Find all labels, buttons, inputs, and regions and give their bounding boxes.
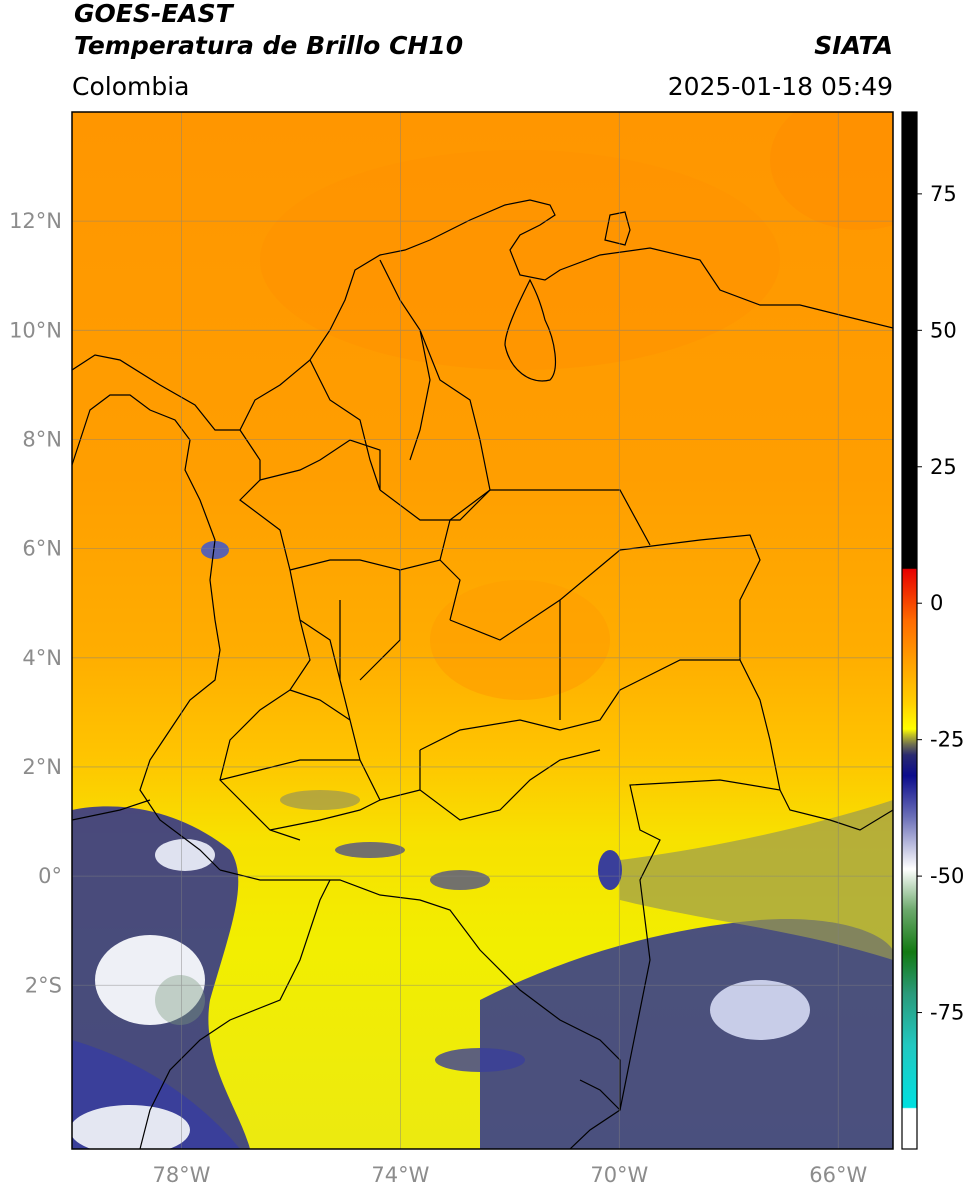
region-label: Colombia [72,72,190,101]
latitude-ticks: 12°N 10°N 8°N 6°N 4°N 2°N 0° 2°S [9,209,62,997]
lon-tick-label: 66°W [809,1163,867,1187]
colorbar: 75 50 25 0 -25 -50 -75 [901,111,964,1150]
lat-tick-label: 6°N [22,537,62,561]
title-line-2: Temperatura de Brillo CH10 [74,31,464,60]
longitude-ticks: 78°W 74°W 70°W 66°W [152,1163,867,1187]
gridlines [72,112,893,1149]
colorbar-tick-label: 75 [930,182,957,206]
title-line-1: GOES-EAST [74,0,233,28]
source-label: SIATA [814,31,893,60]
country-borders [72,199,893,1149]
colorbar-tick-label: -25 [930,728,964,752]
lat-tick-label: 4°N [22,646,62,670]
lat-tick-label: 2°N [22,755,62,779]
cloud-cover [72,541,893,1149]
lat-tick-label: 8°N [22,427,62,451]
lon-tick-label: 70°W [590,1163,648,1187]
lat-tick-label: 2°S [25,973,62,997]
lon-tick-label: 74°W [371,1163,429,1187]
lon-tick-label: 78°W [152,1163,210,1187]
lat-tick-label: 10°N [9,318,62,342]
lat-tick-label: 0° [38,864,62,888]
datetime-label: 2025-01-18 05:49 [667,72,893,101]
colorbar-tick-label: 25 [930,455,957,479]
lat-tick-label: 12°N [9,209,62,233]
colorbar-tick-label: -50 [930,864,964,888]
map-frame [71,111,894,1150]
colorbar-gradient [902,112,917,1149]
colorbar-tick-label: 0 [930,591,943,615]
colorbar-tick-label: -75 [930,1001,964,1025]
colorbar-tick-label: 50 [930,318,957,342]
